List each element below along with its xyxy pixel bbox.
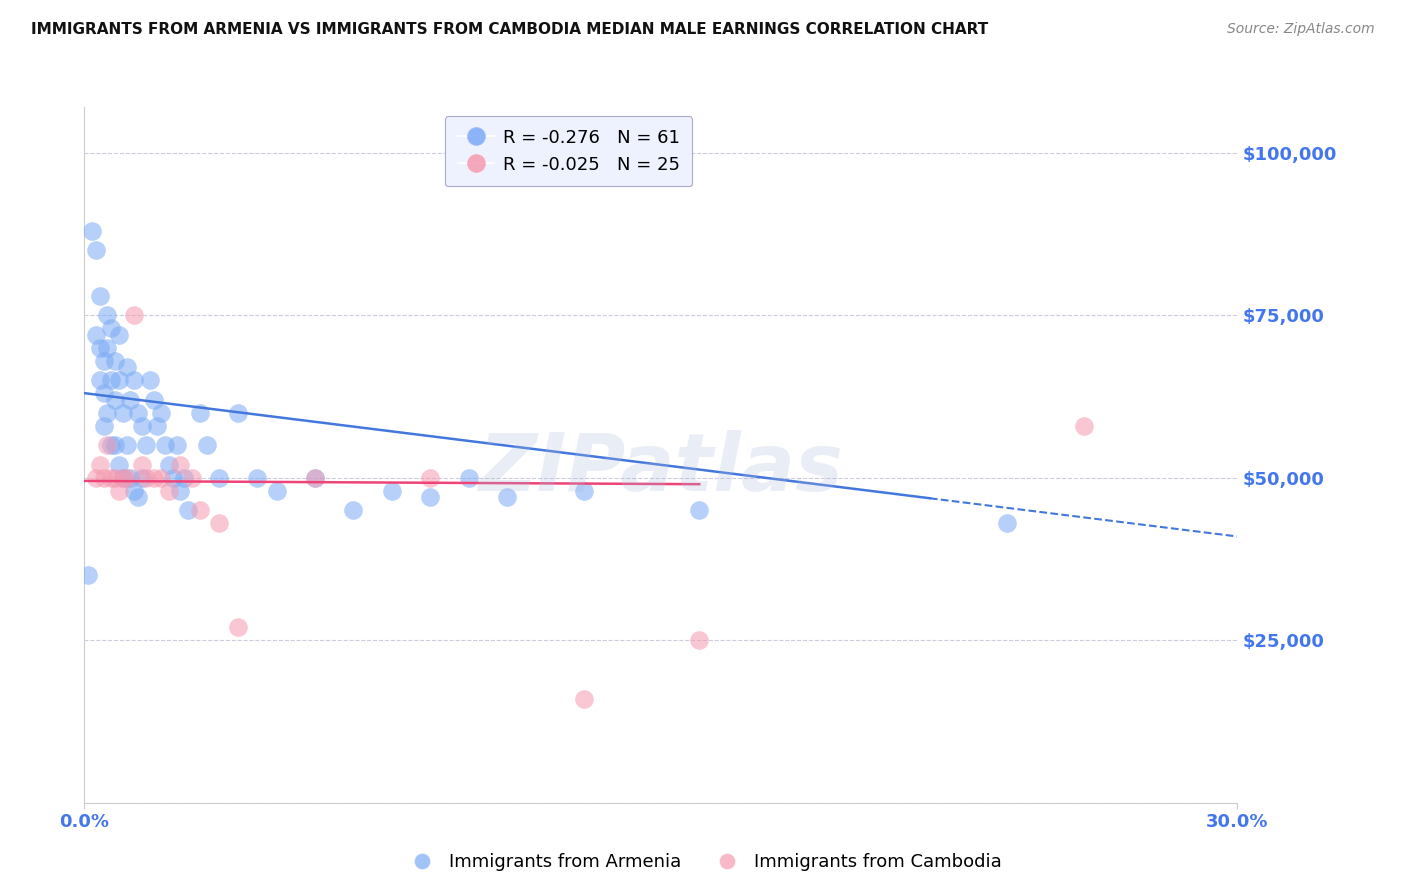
Point — [688, 503, 710, 517]
Point — [131, 458, 153, 472]
Point — [131, 418, 153, 433]
Point — [93, 353, 115, 368]
Legend: Immigrants from Armenia, Immigrants from Cambodia: Immigrants from Armenia, Immigrants from… — [396, 847, 1010, 879]
Point — [142, 471, 165, 485]
Point — [96, 308, 118, 322]
Point — [89, 288, 111, 302]
Point — [208, 471, 231, 485]
Point — [111, 471, 134, 485]
Point — [246, 471, 269, 485]
Point — [84, 327, 107, 342]
Point — [127, 490, 149, 504]
Point — [342, 503, 364, 517]
Point — [104, 392, 127, 407]
Point — [266, 483, 288, 498]
Point — [120, 471, 142, 485]
Point — [115, 360, 138, 375]
Point — [111, 406, 134, 420]
Point — [150, 406, 173, 420]
Point — [457, 471, 479, 485]
Point — [100, 438, 122, 452]
Point — [177, 503, 200, 517]
Point — [169, 483, 191, 498]
Point — [153, 438, 176, 452]
Point — [208, 516, 231, 531]
Point — [108, 373, 131, 387]
Point — [104, 353, 127, 368]
Point — [1073, 418, 1095, 433]
Text: Source: ZipAtlas.com: Source: ZipAtlas.com — [1227, 22, 1375, 37]
Point — [169, 458, 191, 472]
Point — [226, 620, 249, 634]
Point — [120, 392, 142, 407]
Point — [381, 483, 404, 498]
Point — [135, 471, 157, 485]
Point — [108, 327, 131, 342]
Point — [80, 224, 103, 238]
Point — [115, 471, 138, 485]
Point — [188, 406, 211, 420]
Point — [150, 471, 173, 485]
Point — [419, 490, 441, 504]
Point — [84, 243, 107, 257]
Point — [304, 471, 326, 485]
Point — [108, 458, 131, 472]
Point — [419, 471, 441, 485]
Point — [104, 438, 127, 452]
Point — [96, 438, 118, 452]
Point — [104, 471, 127, 485]
Point — [96, 406, 118, 420]
Point — [100, 373, 122, 387]
Point — [572, 691, 595, 706]
Point — [124, 373, 146, 387]
Point — [96, 341, 118, 355]
Point — [188, 503, 211, 517]
Point — [84, 471, 107, 485]
Point — [77, 568, 100, 582]
Point — [93, 418, 115, 433]
Point — [93, 386, 115, 401]
Point — [127, 406, 149, 420]
Text: IMMIGRANTS FROM ARMENIA VS IMMIGRANTS FROM CAMBODIA MEDIAN MALE EARNINGS CORRELA: IMMIGRANTS FROM ARMENIA VS IMMIGRANTS FR… — [31, 22, 988, 37]
Point — [688, 633, 710, 648]
Point — [173, 471, 195, 485]
Point — [115, 438, 138, 452]
Point — [124, 308, 146, 322]
Point — [304, 471, 326, 485]
Point — [93, 471, 115, 485]
Legend: R = -0.276   N = 61, R = -0.025   N = 25: R = -0.276 N = 61, R = -0.025 N = 25 — [444, 116, 692, 186]
Point — [572, 483, 595, 498]
Point — [146, 418, 169, 433]
Point — [166, 438, 188, 452]
Point — [162, 471, 184, 485]
Point — [124, 483, 146, 498]
Point — [135, 438, 157, 452]
Point — [181, 471, 204, 485]
Point — [157, 458, 180, 472]
Point — [100, 321, 122, 335]
Point — [111, 471, 134, 485]
Point — [89, 458, 111, 472]
Point — [131, 471, 153, 485]
Point — [226, 406, 249, 420]
Point — [89, 341, 111, 355]
Point — [995, 516, 1018, 531]
Point — [100, 471, 122, 485]
Point — [142, 392, 165, 407]
Point — [138, 373, 160, 387]
Point — [195, 438, 218, 452]
Point — [496, 490, 519, 504]
Point — [157, 483, 180, 498]
Text: ZIPatlas: ZIPatlas — [478, 430, 844, 508]
Point — [89, 373, 111, 387]
Point — [108, 483, 131, 498]
